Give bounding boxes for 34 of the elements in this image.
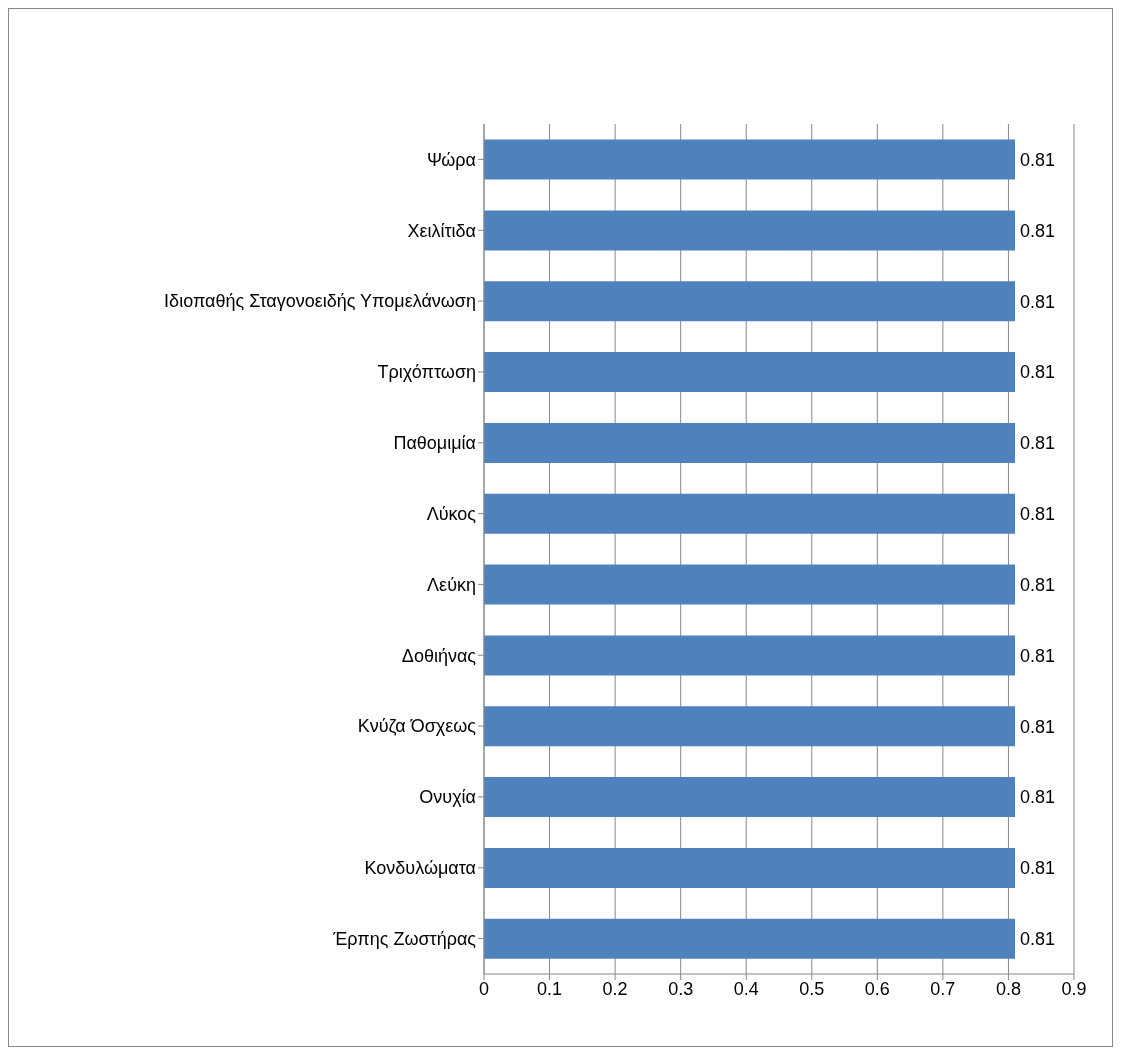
x-tick-label: 0: [478, 978, 490, 999]
y-tick-label: Ψώρα: [426, 149, 476, 170]
y-tick-label: Έρπης Ζωστήρας: [332, 928, 477, 949]
data-label: 0.81: [1020, 362, 1056, 383]
data-label: 0.81: [1020, 929, 1056, 950]
x-tick-label: 0.4: [733, 978, 759, 999]
x-tick-label: 0.7: [930, 978, 956, 999]
y-tick-label: Λεύκη: [427, 574, 476, 595]
data-label: 0.81: [1020, 787, 1056, 808]
y-tick-label: Τριχόπτωση: [377, 362, 476, 383]
data-label: 0.81: [1020, 504, 1056, 525]
y-tick-label: Κονδυλώματα: [364, 858, 476, 879]
x-tick-label: 0.5: [799, 978, 825, 999]
y-tick-label: Ιδιοπαθής Σταγονοειδής Υπομελάνωση: [164, 291, 476, 312]
x-tick-label: 0.3: [668, 978, 694, 999]
x-tick-label: 0.1: [537, 978, 563, 999]
data-label: 0.81: [1020, 716, 1056, 737]
data-label: 0.81: [1020, 291, 1056, 312]
data-label: 0.81: [1020, 574, 1056, 595]
y-tick-label: Ονυχία: [419, 787, 476, 808]
data-label: 0.81: [1020, 433, 1056, 454]
y-tick-label: Δοθιήνας: [401, 645, 477, 666]
y-tick-label: Χειλίτιδα: [407, 220, 476, 241]
y-tick-label: Λύκος: [426, 503, 477, 524]
x-tick-label: 0.2: [602, 978, 628, 999]
y-tick-label: Κνύζα Όσχεως: [357, 716, 477, 737]
data-label: 0.81: [1020, 858, 1056, 879]
x-tick-label: 0.8: [995, 978, 1021, 999]
x-tick-label: 0.9: [1061, 978, 1087, 999]
data-label: 0.81: [1020, 149, 1056, 170]
y-tick-label: Παθομιμία: [393, 433, 476, 454]
x-tick-label: 0.6: [864, 978, 890, 999]
data-label: 0.81: [1020, 645, 1056, 666]
data-label: 0.81: [1020, 220, 1056, 241]
